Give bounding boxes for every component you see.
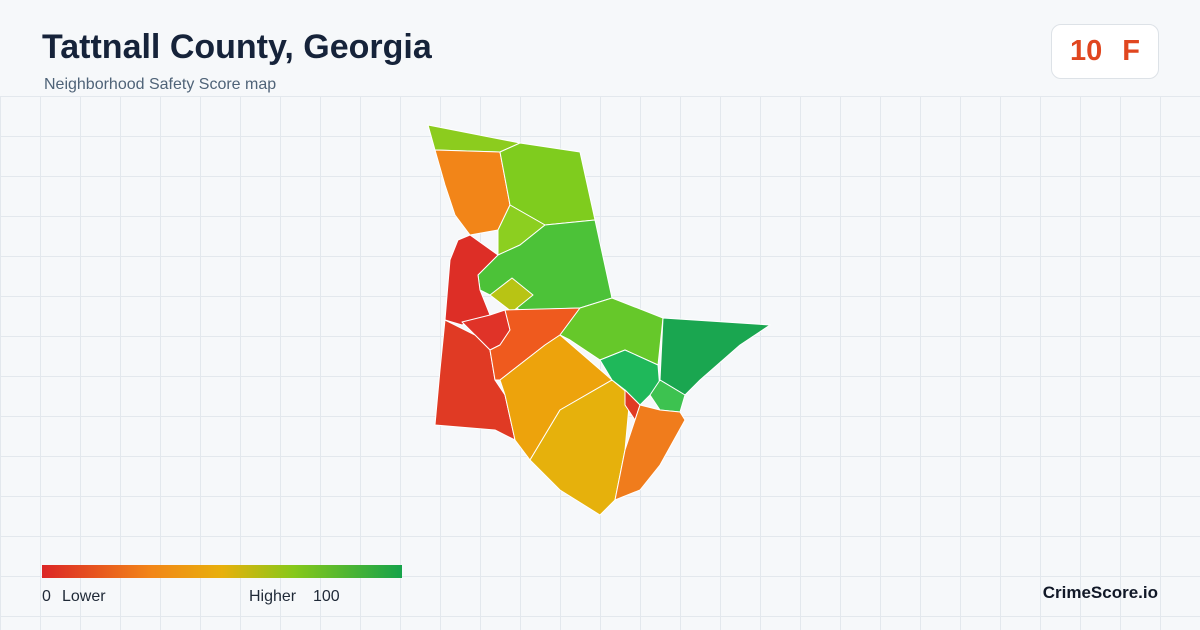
region xyxy=(614,404,686,501)
brand: CrimeScore.io xyxy=(1042,583,1158,602)
region xyxy=(489,277,534,313)
subtitle: Neighborhood Safety Score map xyxy=(44,76,277,93)
region xyxy=(427,124,521,153)
region xyxy=(529,379,631,516)
header: Tattnall County, Georgia Neighborhood Sa… xyxy=(0,0,1200,96)
score: 10 xyxy=(1070,35,1103,67)
legend-gradient xyxy=(42,565,402,578)
legend-max-label: Higher xyxy=(249,588,297,605)
region xyxy=(649,379,686,413)
legend-min: 0 xyxy=(42,588,51,605)
region xyxy=(434,149,511,236)
legend-max: 100 xyxy=(313,588,340,605)
legend-min-label: Lower xyxy=(62,588,106,605)
score-badge: 10 F xyxy=(1051,24,1159,79)
title: Tattnall County, Georgia xyxy=(42,28,432,66)
grade: F xyxy=(1122,35,1140,67)
region xyxy=(659,317,771,396)
